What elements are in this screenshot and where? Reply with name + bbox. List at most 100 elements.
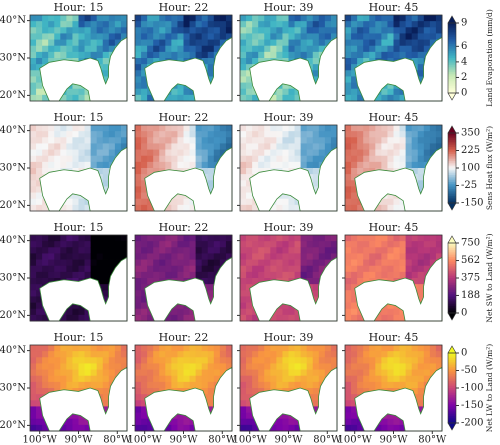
map-cell — [72, 161, 79, 169]
map-cell — [36, 198, 43, 206]
map-cell — [141, 418, 148, 426]
map-cell — [252, 51, 259, 59]
map-cell — [36, 345, 43, 352]
map-cell — [387, 94, 394, 102]
map-cell — [270, 363, 277, 370]
map-cell — [213, 241, 221, 248]
map-cell — [135, 39, 142, 47]
map-cell — [177, 345, 184, 352]
colorbar-cell — [448, 89, 456, 92]
map-cell — [183, 161, 190, 169]
map-cell — [36, 314, 43, 322]
map-cell — [324, 357, 332, 364]
map-cell — [60, 314, 67, 322]
map-cell — [351, 418, 358, 426]
map-cell — [84, 247, 92, 254]
map-cell — [30, 308, 37, 316]
colorbar-cell — [448, 388, 456, 391]
sea-mask — [144, 366, 233, 432]
map-cell — [54, 271, 61, 279]
map-cell — [120, 131, 128, 138]
map-cell — [72, 369, 79, 377]
map-cell — [393, 314, 400, 322]
map-cell — [48, 58, 55, 65]
map-cell — [312, 296, 320, 303]
map-cell — [102, 64, 110, 71]
map-cell — [159, 125, 166, 132]
map-cell — [240, 400, 247, 407]
colorbar-cell — [448, 147, 456, 150]
map-cell — [66, 351, 73, 358]
map-cell — [264, 271, 271, 279]
map-cell — [201, 149, 209, 157]
map-cell — [195, 235, 203, 242]
map-cell — [96, 357, 104, 364]
map-cell — [177, 39, 184, 47]
colorbar-cell — [448, 65, 456, 68]
map-cell — [393, 27, 400, 34]
map-cell — [411, 161, 419, 169]
colorbar-cell — [448, 353, 456, 356]
map-cell — [240, 314, 247, 322]
map-cell — [417, 131, 425, 138]
map-cell — [417, 15, 425, 22]
map-cell — [252, 381, 259, 389]
map-cell — [189, 94, 197, 102]
map-cell — [213, 345, 221, 352]
map-cell — [351, 21, 358, 28]
map-cell — [213, 155, 221, 163]
map-cell — [363, 351, 370, 358]
map-cell — [183, 33, 190, 40]
map-cell — [300, 363, 308, 370]
map-cell — [141, 76, 148, 83]
map-cell — [246, 64, 253, 71]
map-cell — [318, 351, 326, 358]
map-cell — [147, 204, 154, 212]
colorbar-cell — [448, 293, 456, 296]
map-cell — [288, 271, 295, 279]
map-cell — [36, 424, 43, 432]
map-cell — [72, 302, 79, 310]
map-cell — [141, 314, 148, 322]
map-cell — [417, 33, 425, 40]
map-cell — [183, 155, 190, 163]
map-cell — [363, 39, 370, 47]
map-cell — [120, 33, 128, 40]
map-cell — [399, 265, 407, 273]
map-cell — [66, 33, 73, 40]
map-cell — [189, 424, 197, 432]
colorbar-tick-label: 0 — [461, 88, 467, 99]
map-cell — [96, 168, 104, 175]
map-cell — [66, 265, 73, 273]
map-cell — [264, 247, 271, 254]
map-cell — [405, 235, 413, 242]
map-cell — [78, 369, 85, 377]
map-cell — [66, 149, 73, 157]
map-cell — [312, 363, 320, 370]
map-cell — [72, 418, 79, 426]
map-cell — [240, 143, 247, 150]
map-cell — [102, 21, 110, 28]
map-cell — [189, 345, 197, 352]
map-cell — [171, 161, 178, 169]
map-cell — [246, 94, 253, 102]
map-cell — [357, 131, 364, 138]
map-cell — [399, 363, 407, 370]
map-cell — [207, 15, 215, 22]
panel-title: Hour: 15 — [54, 331, 104, 344]
map-cell — [258, 363, 265, 370]
map-cell — [345, 27, 352, 34]
map-cell — [357, 137, 364, 144]
colorbar-tick-label: 562 — [461, 255, 480, 266]
map-cell — [417, 271, 425, 279]
map-cell — [54, 149, 61, 157]
map-cell — [183, 137, 190, 144]
map-cell — [405, 51, 413, 59]
map-cell — [282, 253, 289, 260]
map-cell — [171, 155, 178, 163]
map-cell — [399, 198, 407, 206]
map-cell — [147, 143, 154, 150]
map-cell — [102, 15, 110, 22]
map-cell — [411, 45, 419, 53]
map-cell — [36, 94, 43, 102]
